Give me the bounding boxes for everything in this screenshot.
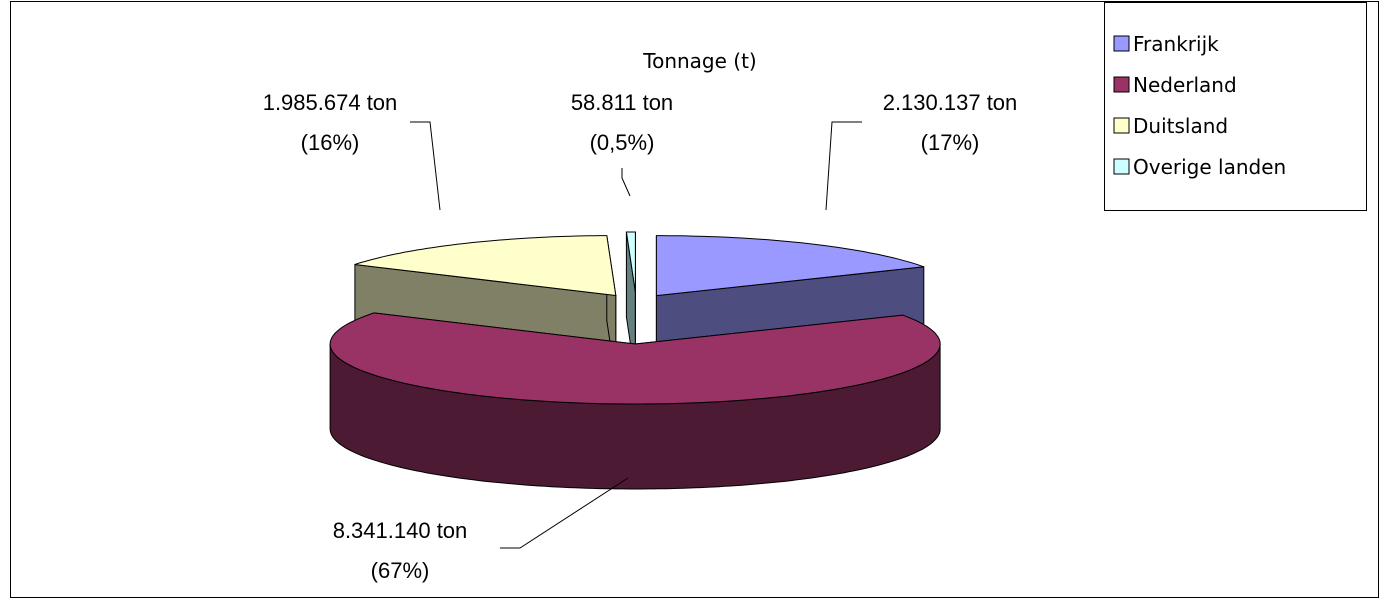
slice — [329, 312, 941, 405]
data-label-percent: (67%) — [371, 558, 430, 583]
data-label: 8.341.140 ton — [333, 518, 468, 543]
data-label-percent: (17%) — [921, 130, 980, 155]
legend-swatch — [1113, 117, 1130, 134]
legend-swatch — [1113, 35, 1130, 52]
data-label-percent: (16%) — [301, 130, 360, 155]
legend-label: Duitsland — [1133, 114, 1228, 138]
slice — [354, 235, 617, 297]
data-label-percent: (0,5%) — [590, 130, 655, 155]
legend-label: Nederland — [1133, 73, 1237, 97]
legend-swatch — [1113, 158, 1130, 175]
legend-label: Frankrijk — [1133, 32, 1219, 56]
slice — [625, 231, 636, 293]
legend: Frankrijk Nederland Duitsland Overige lande… — [1104, 2, 1367, 211]
legend-box — [1104, 2, 1367, 211]
legend-label: Overige landen — [1133, 155, 1286, 179]
leader-line — [621, 168, 631, 197]
leader-line — [825, 121, 862, 211]
data-label: 2.130.137 ton — [883, 90, 1018, 115]
leader-line — [500, 477, 629, 549]
chart-title: Tonnage (t) — [642, 49, 756, 73]
leader-line — [410, 121, 441, 211]
slice — [655, 235, 924, 297]
data-label: 58.811 ton — [571, 90, 673, 115]
data-label: 1.985.674 ton — [263, 90, 398, 115]
legend-swatch — [1113, 76, 1130, 93]
